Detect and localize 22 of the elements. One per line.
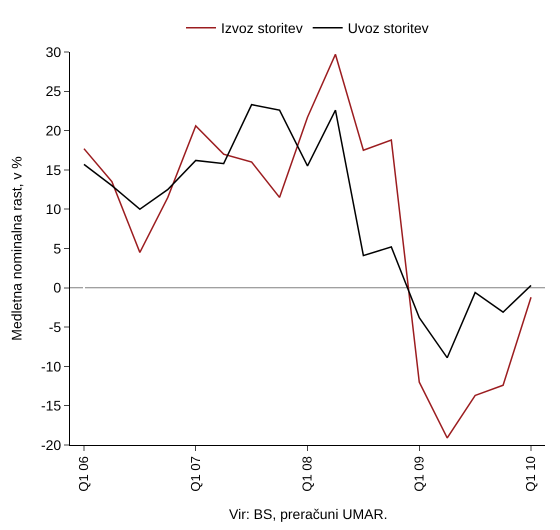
y-tick-label: 20: [46, 122, 62, 138]
y-tick-label: 25: [46, 83, 62, 100]
line-series: [83, 104, 532, 358]
y-tick-label: -20: [40, 436, 62, 453]
y-tick-label: 0: [53, 280, 62, 296]
x-tick-label: Q1 07: [188, 456, 203, 492]
y-axis-title: Medletna nominalna rast, v %: [8, 156, 25, 341]
y-tick-label: 15: [46, 162, 62, 178]
y-tick-label: -10: [40, 358, 62, 374]
x-tick-label: Q1 09: [411, 456, 426, 492]
y-tick-label: -5: [48, 319, 62, 335]
y-tick-label: -15: [40, 398, 62, 414]
x-tick-label: Q1 10: [523, 456, 538, 492]
y-tick-label: 30: [46, 44, 62, 60]
legend-label: Izvoz storitev: [221, 20, 303, 36]
y-tick-label: 5: [53, 240, 62, 256]
x-tick-label: Q1 08: [300, 456, 315, 492]
y-tick-label: 10: [46, 201, 62, 218]
legend-label: Uvoz storitev: [348, 20, 429, 36]
x-tick-label: Q1 06: [76, 456, 92, 492]
text: Vir: BS, preračuni UMAR.: [229, 506, 388, 522]
line-series: [83, 54, 532, 439]
